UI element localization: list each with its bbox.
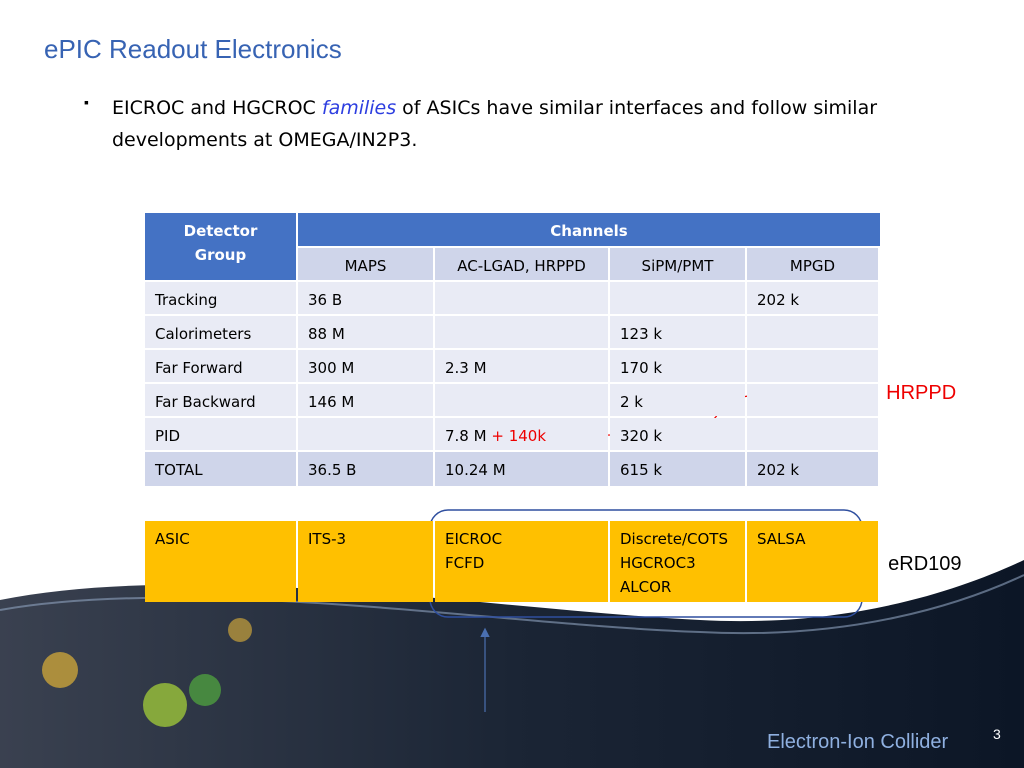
column-header: MPGD: [747, 248, 878, 280]
table-cell: 2.3 M: [435, 350, 608, 382]
group-header: Detector Group: [145, 213, 296, 280]
table-cell: Far Backward: [145, 384, 296, 416]
cell-text: 2.3 M: [445, 359, 487, 377]
cell-text: 146 M: [308, 393, 355, 411]
channels-header: Channels: [298, 213, 880, 246]
column-header: AC-LGAD, HRPPD: [435, 248, 608, 280]
table-cell: [747, 418, 878, 450]
table-cell: [747, 316, 878, 348]
table-cell: [610, 282, 745, 314]
cell-text: HGCROC3: [620, 554, 696, 572]
asic-cell: EICROC FCFD: [435, 521, 608, 602]
table-cell: 146 M: [298, 384, 433, 416]
header-text: SiPM/PMT: [641, 257, 714, 275]
total-cell: 202 k: [747, 452, 878, 486]
cell-text: 615 k: [620, 461, 663, 479]
cell-text: Calorimeters: [155, 325, 252, 343]
cell-text: Far Backward: [155, 393, 256, 411]
cell-text: PID: [155, 427, 181, 445]
table-cell: 202 k: [747, 282, 878, 314]
emphasis: families: [321, 97, 397, 119]
header-text: MPGD: [789, 257, 836, 275]
cell-text: ALCOR: [620, 578, 672, 596]
footer-logo: Electron-Ion Collider: [767, 731, 949, 753]
table-cell: [298, 418, 433, 450]
cell-text: Tracking: [155, 291, 218, 309]
header-text: Detector Group: [183, 222, 258, 264]
cell-text: 2 k: [620, 393, 643, 411]
table-cell: 320 k: [610, 418, 745, 450]
cell-text: 10.24 M: [445, 461, 506, 479]
total-cell: 36.5 B: [298, 452, 433, 486]
cell-text: FCFD: [445, 554, 485, 572]
asic-cell: Discrete/COTS HGCROC3 ALCOR: [610, 521, 745, 602]
cell-text: ASIC: [155, 530, 190, 548]
cell-text: 123 k: [620, 325, 663, 343]
note-text: eRD109: [888, 553, 962, 575]
total-cell: 10.24 M: [435, 452, 608, 486]
cell-addition: + 140k: [491, 427, 547, 445]
cell-text: 170 k: [620, 359, 663, 377]
table-cell: 7.8 M + 140k: [435, 418, 608, 450]
cell-text: ITS-3: [308, 530, 347, 548]
note-text: HRPPD: [886, 382, 957, 404]
text: EICROC and HGCROC: [112, 97, 322, 119]
table-cell: PID: [145, 418, 296, 450]
cell-text: 202 k: [757, 291, 800, 309]
cell-text: SALSA: [757, 530, 806, 548]
bullet-text: EICROC and HGCROC families of ASICs have…: [112, 92, 892, 156]
table-cell: 123 k: [610, 316, 745, 348]
table-cell: 170 k: [610, 350, 745, 382]
hrppd-note: • HRPPD: [868, 382, 956, 405]
cell-text: 202 k: [757, 461, 800, 479]
bullet-marker: ▪: [84, 94, 89, 110]
table-cell: Far Forward: [145, 350, 296, 382]
table-cell: [435, 282, 608, 314]
cell-text: TOTAL: [155, 461, 203, 479]
cell-text: 36.5 B: [308, 461, 357, 479]
asic-cell: SALSA: [747, 521, 878, 602]
header-text: AC-LGAD, HRPPD: [457, 257, 586, 275]
text: of ASICs have similar interfaces and fol…: [112, 97, 878, 151]
table-cell: 2 k: [610, 384, 745, 416]
total-cell: 615 k: [610, 452, 745, 486]
column-header: SiPM/PMT: [610, 248, 745, 280]
table-cell: [747, 384, 878, 416]
cell-text: 320 k: [620, 427, 663, 445]
cell-text: 36 B: [308, 291, 343, 309]
erd109-note: • eRD109: [870, 553, 962, 575]
total-cell: TOTAL: [145, 452, 296, 486]
page-number: 3: [993, 726, 1001, 742]
cell-text: 7.8 M: [445, 427, 487, 445]
cell-text: 300 M: [308, 359, 355, 377]
table-cell: Tracking: [145, 282, 296, 314]
table-cell: [435, 316, 608, 348]
cell-text: 88 M: [308, 325, 345, 343]
column-header: MAPS: [298, 248, 433, 280]
table-cell: Calorimeters: [145, 316, 296, 348]
table-cell: [747, 350, 878, 382]
cell-text: EICROC: [445, 530, 503, 548]
header-text: Channels: [550, 222, 628, 240]
cell-text: Discrete/COTS: [620, 530, 728, 548]
table-cell: 36 B: [298, 282, 433, 314]
asic-cell: ITS-3: [298, 521, 433, 602]
slide-title: ePIC Readout Electronics: [44, 34, 342, 64]
table-cell: [435, 384, 608, 416]
table-cell: 300 M: [298, 350, 433, 382]
cell-text: Far Forward: [155, 359, 243, 377]
table-cell: 88 M: [298, 316, 433, 348]
asic-cell: ASIC: [145, 521, 296, 602]
header-text: MAPS: [344, 257, 387, 275]
